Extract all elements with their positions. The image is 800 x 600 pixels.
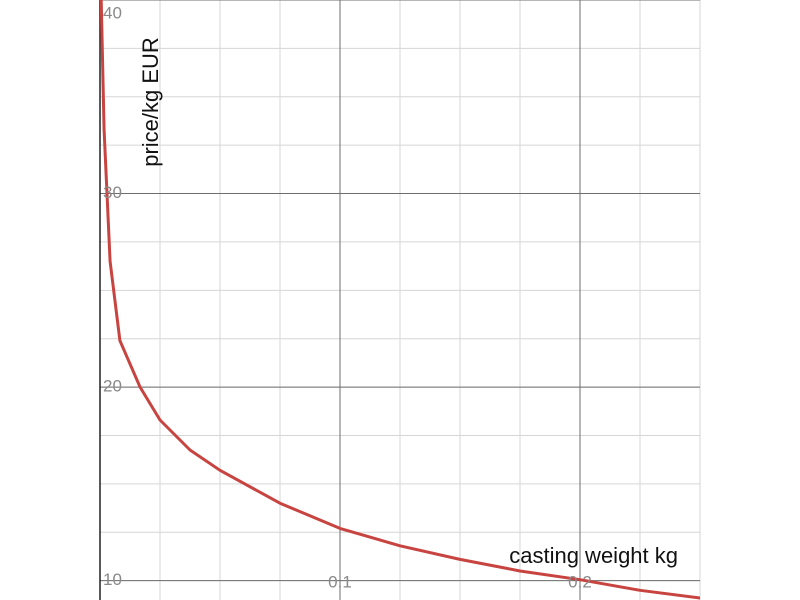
x-tick-label: 0.1	[328, 572, 352, 591]
grid	[99, 0, 701, 600]
y-axis-title: price/kg EUR	[138, 37, 163, 167]
y-tick-label: 30	[103, 183, 122, 202]
plot-area	[100, 0, 700, 600]
x-tick-label: 0.2	[568, 572, 592, 591]
data-line	[100, 0, 700, 600]
x-axis-title: casting weight kg	[509, 543, 678, 568]
labels: 0.1 0.2 10 20 30 40	[103, 3, 592, 591]
y-tick-label: 40	[103, 3, 122, 22]
y-tick-label: 20	[103, 377, 122, 396]
y-tick-label: 10	[103, 570, 122, 589]
